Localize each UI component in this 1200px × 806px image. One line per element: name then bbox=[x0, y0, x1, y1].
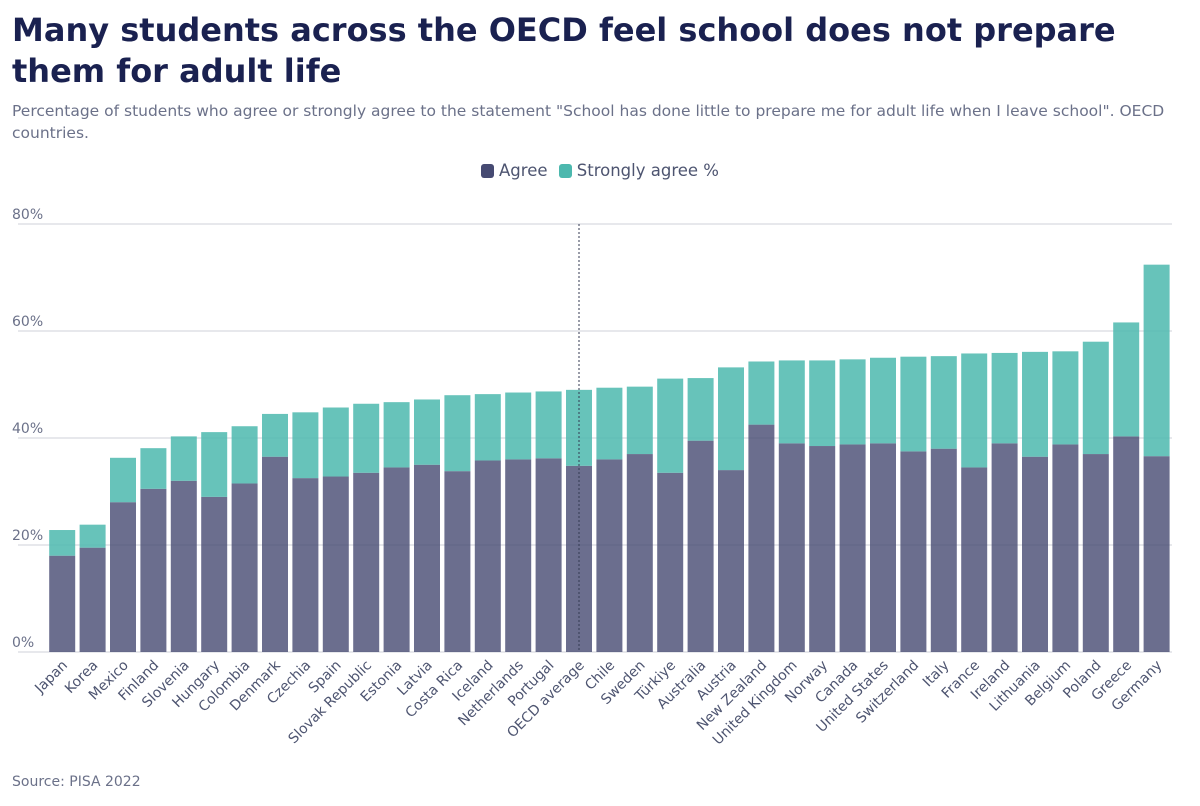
bar-agree[interactable] bbox=[231, 483, 258, 652]
bar-agree[interactable] bbox=[748, 424, 775, 652]
bar-agree[interactable] bbox=[961, 467, 988, 652]
bar-agree[interactable] bbox=[1082, 454, 1109, 652]
bars bbox=[49, 264, 1170, 652]
bar-agree[interactable] bbox=[383, 467, 410, 652]
bar-strongly-agree[interactable] bbox=[170, 436, 197, 481]
bar-strongly-agree[interactable] bbox=[748, 361, 775, 425]
bar-strongly-agree[interactable] bbox=[292, 412, 319, 479]
y-tick-label: 80% bbox=[12, 207, 43, 223]
bar-strongly-agree[interactable] bbox=[505, 392, 532, 460]
legend-item-strongly-agree[interactable]: Strongly agree % bbox=[558, 161, 719, 180]
bar-strongly-agree[interactable] bbox=[778, 360, 805, 444]
bar-strongly-agree[interactable] bbox=[383, 402, 410, 468]
bar-agree[interactable] bbox=[201, 496, 228, 652]
bar-strongly-agree[interactable] bbox=[79, 524, 106, 548]
bar-strongly-agree[interactable] bbox=[474, 394, 501, 461]
source-note: Source: PISA 2022 bbox=[12, 774, 141, 790]
bar-strongly-agree[interactable] bbox=[444, 395, 471, 472]
bar-agree[interactable] bbox=[839, 444, 866, 652]
bar-agree[interactable] bbox=[778, 443, 805, 652]
bar-strongly-agree[interactable] bbox=[657, 378, 684, 473]
bar-strongly-agree[interactable] bbox=[991, 352, 1018, 444]
legend-item-agree[interactable]: Agree bbox=[481, 161, 548, 180]
bar-agree[interactable] bbox=[991, 443, 1018, 652]
bar-agree[interactable] bbox=[292, 478, 319, 652]
bar-agree[interactable] bbox=[474, 460, 501, 652]
y-tick-label: 40% bbox=[12, 421, 43, 437]
bar-strongly-agree[interactable] bbox=[1022, 351, 1048, 457]
bar-strongly-agree[interactable] bbox=[201, 432, 228, 497]
bar-agree[interactable] bbox=[870, 443, 896, 652]
legend: Agree Strongly agree % bbox=[0, 161, 1200, 182]
bar-agree[interactable] bbox=[809, 446, 836, 652]
bar-strongly-agree[interactable] bbox=[839, 359, 866, 445]
bar-agree[interactable] bbox=[1113, 436, 1140, 652]
bar-strongly-agree[interactable] bbox=[49, 530, 76, 556]
bar-strongly-agree[interactable] bbox=[535, 391, 562, 459]
bar-strongly-agree[interactable] bbox=[718, 367, 744, 471]
bar-strongly-agree[interactable] bbox=[1052, 351, 1079, 445]
bar-agree[interactable] bbox=[657, 472, 684, 652]
bar-agree[interactable] bbox=[1143, 456, 1170, 652]
bar-agree[interactable] bbox=[505, 459, 532, 652]
legend-swatch-agree bbox=[481, 163, 495, 178]
y-tick-label: 0% bbox=[12, 635, 34, 651]
bar-agree[interactable] bbox=[596, 459, 623, 652]
bar-agree[interactable] bbox=[900, 451, 927, 652]
bar-agree[interactable] bbox=[626, 454, 653, 652]
bar-agree[interactable] bbox=[1052, 444, 1079, 652]
legend-swatch-strongly-agree bbox=[558, 163, 572, 178]
legend-label-strongly-agree: Strongly agree % bbox=[576, 161, 719, 180]
bar-strongly-agree[interactable] bbox=[414, 399, 440, 465]
bar-agree[interactable] bbox=[110, 502, 136, 652]
bar-agree[interactable] bbox=[262, 456, 288, 652]
bar-strongly-agree[interactable] bbox=[900, 356, 927, 452]
bar-strongly-agree[interactable] bbox=[1113, 322, 1140, 437]
x-tick-label: Japan bbox=[31, 658, 71, 698]
bar-strongly-agree[interactable] bbox=[1082, 341, 1109, 455]
y-tick-label: 60% bbox=[12, 314, 43, 330]
bar-agree[interactable] bbox=[1022, 456, 1048, 652]
chart-title: Many students across the OECD feel schoo… bbox=[12, 11, 1116, 90]
bar-agree[interactable] bbox=[718, 470, 744, 652]
bar-agree[interactable] bbox=[930, 448, 957, 652]
stacked-bar-chart: 0% 20% 40% 60% 80% JapanKoreaMexicoFinlandSl… bbox=[12, 207, 1172, 748]
bar-strongly-agree[interactable] bbox=[870, 357, 896, 444]
bar-agree[interactable] bbox=[414, 464, 440, 652]
bar-strongly-agree[interactable] bbox=[110, 457, 136, 503]
y-axis-ticks: 0% 20% 40% 60% 80% bbox=[12, 207, 43, 651]
bar-strongly-agree[interactable] bbox=[596, 387, 623, 460]
bar-strongly-agree[interactable] bbox=[809, 360, 836, 447]
bar-strongly-agree[interactable] bbox=[930, 356, 957, 449]
bar-strongly-agree[interactable] bbox=[140, 448, 167, 489]
bar-strongly-agree[interactable] bbox=[322, 407, 349, 477]
bar-agree[interactable] bbox=[444, 471, 471, 652]
bar-strongly-agree[interactable] bbox=[687, 378, 714, 441]
y-tick-label: 20% bbox=[12, 528, 43, 544]
bar-agree[interactable] bbox=[353, 472, 380, 652]
bar-agree[interactable] bbox=[79, 547, 106, 652]
bar-strongly-agree[interactable] bbox=[626, 386, 653, 455]
chart-subtitle: Percentage of students who agree or stro… bbox=[12, 102, 1165, 142]
bar-agree[interactable] bbox=[687, 440, 714, 652]
legend-label-agree: Agree bbox=[499, 161, 548, 180]
bar-strongly-agree[interactable] bbox=[1143, 264, 1170, 457]
bar-agree[interactable] bbox=[140, 488, 167, 652]
bar-strongly-agree[interactable] bbox=[262, 413, 288, 457]
bar-strongly-agree[interactable] bbox=[353, 403, 380, 473]
bar-agree[interactable] bbox=[535, 458, 562, 652]
bar-agree[interactable] bbox=[49, 555, 76, 652]
bar-agree[interactable] bbox=[170, 480, 197, 652]
bar-strongly-agree[interactable] bbox=[231, 426, 258, 484]
bar-strongly-agree[interactable] bbox=[961, 353, 988, 468]
bar-agree[interactable] bbox=[322, 476, 349, 652]
x-axis-ticks: JapanKoreaMexicoFinlandSloveniaHungaryCo… bbox=[31, 657, 1165, 748]
